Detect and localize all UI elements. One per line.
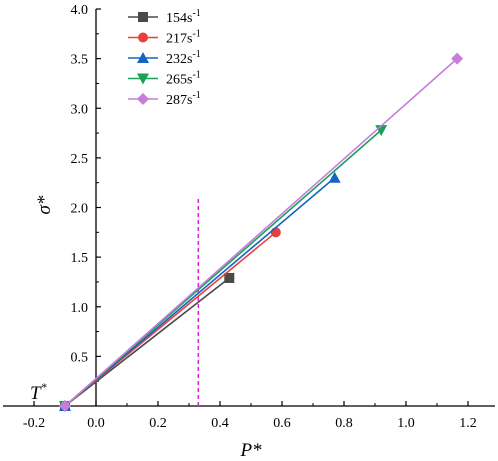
data-point-4-1 bbox=[451, 52, 464, 65]
x-tick-label: 0.6 bbox=[273, 416, 291, 431]
data-point-2-1 bbox=[328, 171, 341, 183]
data-point-1-1 bbox=[270, 227, 281, 238]
x-tick-label: 0.8 bbox=[335, 416, 353, 431]
x-tick-label: 1.2 bbox=[459, 416, 477, 431]
legend-label-4: 287s-1 bbox=[166, 90, 201, 108]
annotation-superscript: * bbox=[41, 380, 47, 394]
legend-label-2: 232s-1 bbox=[166, 49, 201, 67]
y-tick-label: 2.5 bbox=[71, 152, 89, 167]
legend-label-superscript: -1 bbox=[192, 90, 200, 101]
data-point-0-1 bbox=[224, 272, 235, 283]
y-tick-label: 4.0 bbox=[71, 3, 89, 18]
legend-label-superscript: -1 bbox=[192, 29, 200, 40]
y-axis-title: σ* bbox=[34, 195, 55, 214]
data-point-4-0 bbox=[59, 400, 71, 412]
series-group bbox=[59, 52, 464, 412]
legend-label-superscript: -1 bbox=[192, 49, 200, 60]
legend-label-0: 154s-1 bbox=[166, 8, 201, 26]
axes bbox=[3, 8, 495, 407]
x-tick-label: 0.0 bbox=[87, 416, 105, 431]
legend-label-3: 265s-1 bbox=[166, 70, 201, 88]
x-tick-label: -0.2 bbox=[23, 416, 45, 431]
legend-label-superscript: -1 bbox=[192, 70, 200, 81]
x-tick-label: 0.4 bbox=[211, 416, 229, 431]
series-line-2 bbox=[64, 177, 336, 407]
x-tick-label: 0.2 bbox=[149, 416, 167, 431]
annotation-label: T* bbox=[30, 380, 47, 404]
y-tick-label: 3.0 bbox=[71, 102, 89, 117]
legend-label-superscript: -1 bbox=[192, 8, 200, 19]
legend-marker-0 bbox=[138, 12, 148, 22]
legend-marker-3 bbox=[137, 73, 149, 85]
x-tick-label: 1.0 bbox=[397, 416, 415, 431]
y-tick-label: 2.0 bbox=[71, 202, 89, 217]
series-line-0 bbox=[64, 277, 230, 407]
legend-marker-1 bbox=[138, 32, 148, 43]
y-tick-label: 3.5 bbox=[71, 53, 89, 68]
tick-labels: -0.2 0.0 0.2 0.4 0.6 0.8 1.0 1.2 0.5 1.0 1.5 2.0 2.5… bbox=[23, 3, 477, 431]
legend-marker-2 bbox=[137, 52, 149, 63]
x-axis-title: P* bbox=[239, 440, 262, 461]
y-tick-label: 0.5 bbox=[71, 350, 89, 365]
legend-marker-4 bbox=[137, 93, 149, 105]
y-tick-label: 1.0 bbox=[71, 301, 89, 316]
series-line-4 bbox=[64, 58, 458, 407]
y-tick-label: 1.5 bbox=[71, 251, 89, 266]
legend-label-1: 217s-1 bbox=[166, 29, 201, 47]
legend: 154s-1 217s-1 232s-1 265s-1 287s-1 bbox=[128, 8, 201, 108]
